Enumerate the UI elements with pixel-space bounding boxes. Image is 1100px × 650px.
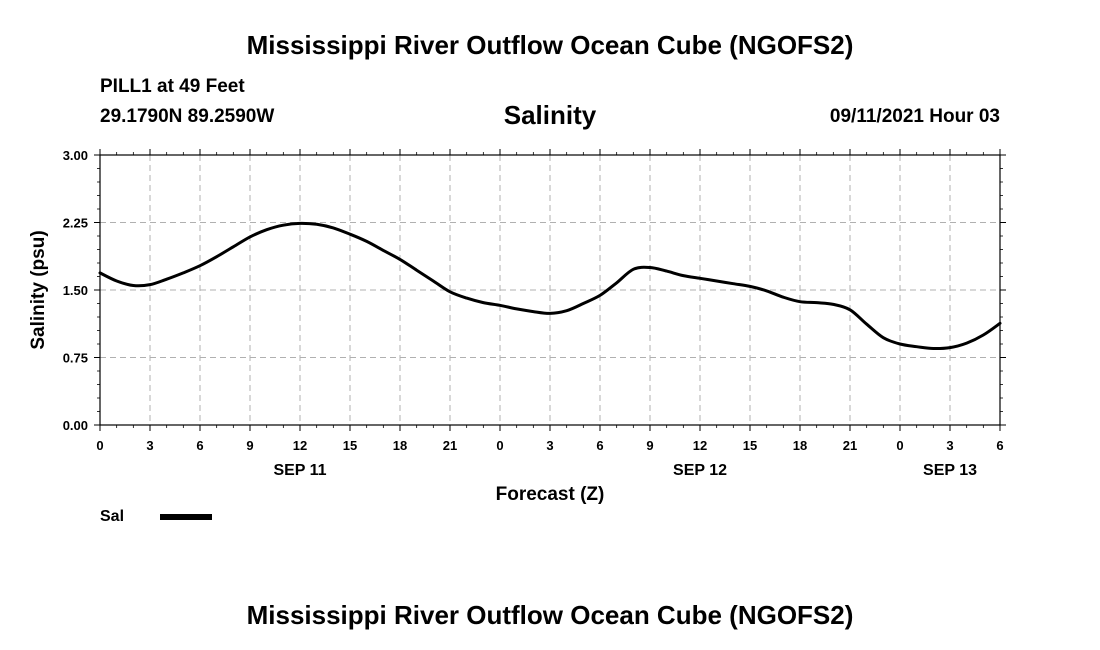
x-tick-label: 12 [693,438,707,453]
x-tick-label: 3 [146,438,153,453]
legend: Sal [100,508,212,526]
x-tick-label: 9 [246,438,253,453]
x-tick-label: 18 [393,438,407,453]
x-axis-title: Forecast (Z) [496,484,605,505]
axis-ticks [94,149,1006,431]
x-tick-label: 3 [546,438,553,453]
date-label: SEP 12 [673,462,727,479]
legend-label-sal: Sal [100,508,125,525]
y-tick-label: 3.00 [63,148,88,163]
y-axis-title: Salinity (psu) [28,230,49,349]
x-tick-label: 12 [293,438,307,453]
y-tick-label: 1.50 [63,283,88,298]
station-label: PILL1 at 49 Feet [100,76,245,97]
grid [100,155,1000,425]
x-tick-label: 15 [743,438,757,453]
x-tick-label: 6 [996,438,1003,453]
y-tick-label: 0.00 [63,418,88,433]
x-tick-label: 3 [946,438,953,453]
forecast-timestamp: 09/11/2021 Hour 03 [829,106,1000,127]
variable-title: Salinity [503,100,597,130]
series-line-sal [98,221,1002,351]
date-label: SEP 11 [273,462,326,479]
x-tick-label: 0 [896,438,903,453]
x-tick-label: 0 [96,438,103,453]
x-tick-label: 15 [343,438,357,453]
footer-title: Mississippi River Outflow Ocean Cube (NG… [246,600,854,630]
y-tick-label: 2.25 [63,216,88,231]
x-tick-label: 21 [843,438,857,453]
x-tick-label: 6 [596,438,603,453]
x-tick-label: 21 [443,438,457,453]
axis-labels: 0.00 0.75 1.50 2.25 3.00 0 3 6 9 12 15 18 21 0 3 6 9 12 15… [63,148,1004,479]
station-coordinates: 29.1790N 89.2590W [100,106,275,127]
date-label: SEP 13 [923,462,977,479]
x-tick-label: 6 [196,438,203,453]
chart-main-title: Mississippi River Outflow Ocean Cube (NG… [246,30,854,60]
x-tick-label: 18 [793,438,807,453]
x-tick-label: 0 [496,438,503,453]
x-tick-label: 9 [646,438,653,453]
legend-swatch-sal [160,514,212,520]
y-tick-label: 0.75 [63,351,88,366]
